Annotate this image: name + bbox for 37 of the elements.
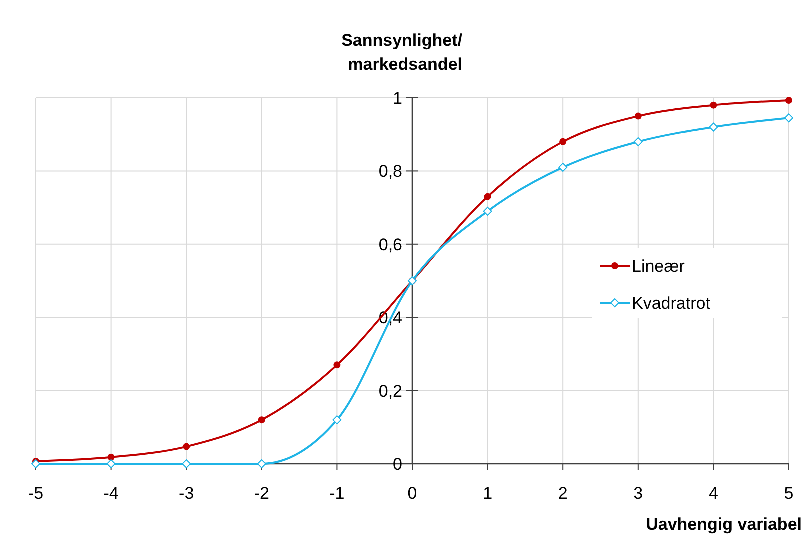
legend-label: Lineær (632, 257, 686, 276)
point (108, 454, 115, 461)
x-tick-label: 5 (784, 484, 794, 503)
point (334, 362, 341, 369)
point (257, 460, 266, 468)
x-tick-label: -2 (254, 484, 270, 503)
point (558, 163, 568, 172)
point (106, 460, 116, 468)
legend-label: Kvadratrot (632, 294, 711, 313)
x-tick-label: -1 (330, 484, 345, 503)
x-tick-label: -5 (28, 484, 44, 503)
y-tick-label: 1 (393, 89, 402, 108)
point (560, 138, 567, 146)
y-tick-label: 0,6 (378, 235, 402, 254)
x-tick-label: -3 (179, 484, 194, 503)
x-tick-label: 4 (708, 484, 718, 503)
x-axis-title: Uavhengig variabel (646, 515, 802, 534)
point (784, 114, 794, 123)
point (483, 206, 492, 216)
y-tick-label: 0,2 (378, 382, 402, 401)
point (332, 416, 342, 425)
point (709, 122, 718, 132)
point (484, 193, 492, 200)
x-tick-label: 2 (558, 484, 568, 503)
point (182, 460, 192, 468)
y-tick-label: 0,8 (378, 162, 402, 182)
point (710, 102, 718, 109)
x-tick-label: 0 (408, 484, 418, 503)
x-tick-label: -4 (104, 484, 119, 503)
point (183, 443, 190, 450)
x-tick-label: 1 (483, 484, 493, 503)
point (786, 97, 792, 104)
point (634, 112, 642, 120)
x-tick-label: 3 (634, 484, 644, 503)
point (258, 416, 266, 424)
y-axis-title: Sannsynlighet/ markedsandel (342, 31, 463, 74)
point (634, 137, 643, 146)
